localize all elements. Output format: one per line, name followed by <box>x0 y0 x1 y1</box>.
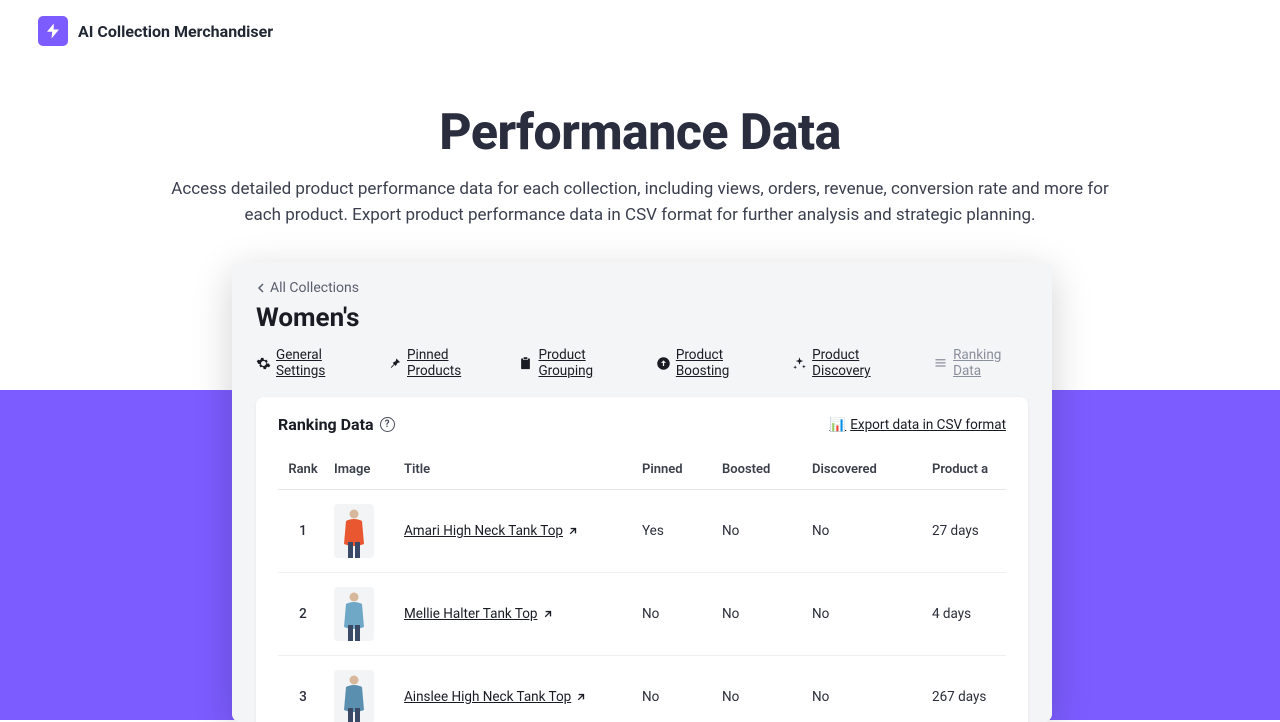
cell-boosted: No <box>716 656 806 722</box>
tab-pinned-products[interactable]: Pinned Products <box>387 347 500 379</box>
breadcrumb-label: All Collections <box>270 280 359 296</box>
cell-title: Amari High Neck Tank Top <box>398 490 636 573</box>
table-row: 2Mellie Halter Tank TopNoNoNo4 days <box>278 573 1006 656</box>
tab-general-settings[interactable]: General Settings <box>256 347 369 379</box>
hero-section: Performance Data Access detailed product… <box>0 104 1280 229</box>
tab-product-discovery[interactable]: Product Discovery <box>792 347 915 379</box>
cell-age: 267 days <box>926 656 1006 722</box>
product-thumbnail[interactable] <box>334 587 374 641</box>
tab-product-grouping[interactable]: Product Grouping <box>518 347 637 379</box>
cell-rank: 2 <box>278 573 328 656</box>
cell-boosted: No <box>716 573 806 656</box>
page-title: Performance Data <box>0 104 1280 162</box>
clipboard-icon <box>518 356 533 371</box>
cell-discovered: No <box>806 490 926 573</box>
breadcrumb-back[interactable]: All Collections <box>256 280 359 296</box>
cell-boosted: No <box>716 490 806 573</box>
cell-image <box>328 490 398 573</box>
cell-discovered: No <box>806 656 926 722</box>
gear-icon <box>256 356 271 371</box>
cell-discovered: No <box>806 573 926 656</box>
help-icon[interactable]: ? <box>380 417 395 432</box>
cell-rank: 3 <box>278 656 328 722</box>
external-link-icon <box>567 526 578 537</box>
product-thumbnail[interactable] <box>334 670 374 722</box>
col-rank: Rank <box>278 454 328 490</box>
cell-age: 27 days <box>926 490 1006 573</box>
cell-image <box>328 656 398 722</box>
col-title: Title <box>398 454 636 490</box>
brand-icon <box>38 16 68 46</box>
ranking-panel: Ranking Data ? 📊 Export data in CSV form… <box>256 397 1028 722</box>
chart-icon: 📊 <box>829 417 846 433</box>
brand-name: AI Collection Merchandiser <box>78 22 273 41</box>
product-link[interactable]: Amari High Neck Tank Top <box>404 523 563 539</box>
col-age: Product a <box>926 454 1006 490</box>
chevron-left-icon <box>256 283 266 293</box>
arrow-up-circle-icon <box>656 356 671 371</box>
cell-rank: 1 <box>278 490 328 573</box>
product-link[interactable]: Mellie Halter Tank Top <box>404 606 538 622</box>
cell-title: Ainslee High Neck Tank Top <box>398 656 636 722</box>
sparkle-icon <box>792 356 807 371</box>
tab-product-boosting[interactable]: Product Boosting <box>656 347 774 379</box>
cell-title: Mellie Halter Tank Top <box>398 573 636 656</box>
product-link[interactable]: Ainslee High Neck Tank Top <box>404 689 571 705</box>
brand-header: AI Collection Merchandiser <box>38 16 273 46</box>
cell-pinned: No <box>636 573 716 656</box>
panel-title: Ranking Data ? <box>278 415 395 434</box>
table-row: 3Ainslee High Neck Tank TopNoNoNo267 day… <box>278 656 1006 722</box>
cell-image <box>328 573 398 656</box>
cell-age: 4 days <box>926 573 1006 656</box>
ranking-table: Rank Image Title Pinned Boosted Discover… <box>278 454 1006 722</box>
export-csv-link[interactable]: 📊 Export data in CSV format <box>829 417 1006 433</box>
collection-title: Women's <box>256 303 1028 333</box>
cell-pinned: Yes <box>636 490 716 573</box>
page-subtitle: Access detailed product performance data… <box>160 176 1120 229</box>
col-discovered: Discovered <box>806 454 926 490</box>
product-thumbnail[interactable] <box>334 504 374 558</box>
list-icon <box>933 356 948 371</box>
cell-pinned: No <box>636 656 716 722</box>
col-image: Image <box>328 454 398 490</box>
table-row: 1Amari High Neck Tank TopYesNoNo27 days <box>278 490 1006 573</box>
tab-ranking-data[interactable]: Ranking Data <box>933 347 1028 379</box>
tab-bar: General Settings Pinned Products Product… <box>232 333 1052 389</box>
pin-icon <box>387 356 402 371</box>
external-link-icon <box>575 692 586 703</box>
app-screenshot: All Collections Women's General Settings… <box>232 262 1052 722</box>
col-boosted: Boosted <box>716 454 806 490</box>
external-link-icon <box>542 609 553 620</box>
col-pinned: Pinned <box>636 454 716 490</box>
